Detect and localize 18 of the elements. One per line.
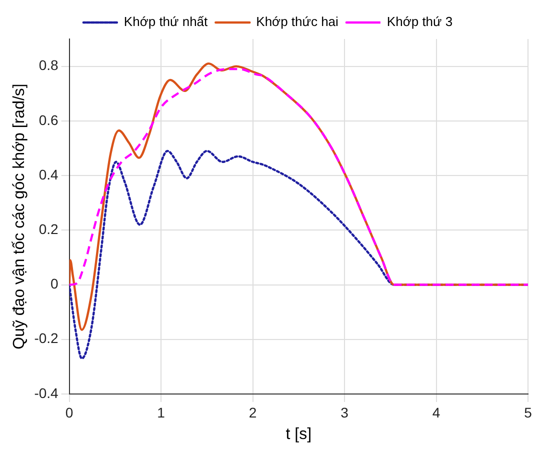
y-tick-label: 0 bbox=[50, 276, 59, 292]
x-tick-label: 3 bbox=[340, 404, 349, 420]
legend-label: Khớp thứ 3 bbox=[386, 14, 453, 30]
x-tick-label: 0 bbox=[65, 404, 74, 420]
legend-label: Khớp thức hai bbox=[256, 14, 339, 30]
legend-label: Khớp thứ nhất bbox=[124, 14, 208, 30]
x-tick-label: 5 bbox=[524, 404, 532, 420]
x-tick-label: 2 bbox=[248, 404, 257, 420]
y-tick-label: -0.2 bbox=[34, 330, 59, 346]
y-tick-label: 0.8 bbox=[38, 57, 59, 74]
x-tick-label: 1 bbox=[157, 404, 166, 420]
x-axis-title: t [s] bbox=[286, 426, 312, 443]
y-tick-label: -0.4 bbox=[34, 384, 59, 401]
y-tick-label: 0.4 bbox=[38, 166, 59, 182]
x-tick-label: 4 bbox=[432, 404, 440, 420]
y-axis-title: Quỹ đạo vận tốc các góc khớp [rad/s] bbox=[11, 84, 28, 350]
y-tick-label: 0.6 bbox=[38, 112, 59, 128]
y-tick-label: 0.2 bbox=[38, 221, 59, 238]
